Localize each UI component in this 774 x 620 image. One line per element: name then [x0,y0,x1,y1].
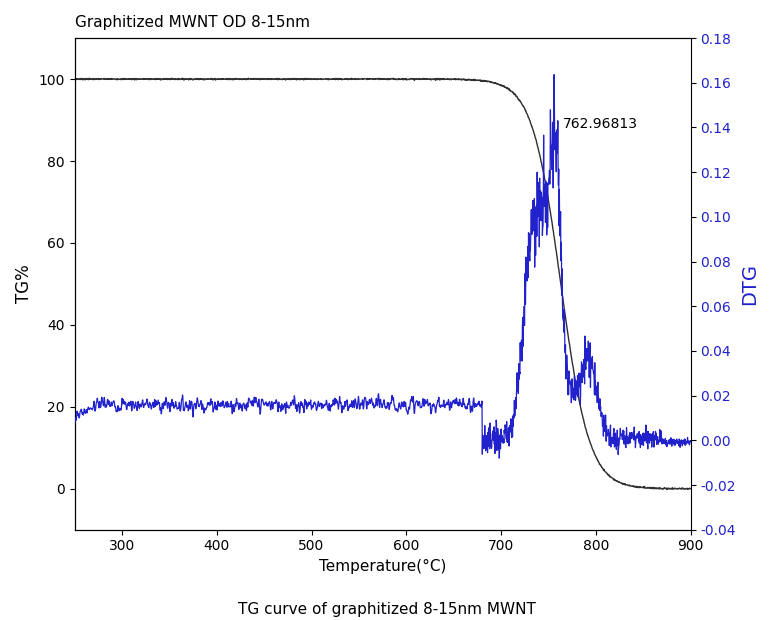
Text: Graphitized MWNT OD 8-15nm: Graphitized MWNT OD 8-15nm [74,15,310,30]
Text: TG curve of graphitized 8-15nm MWNT: TG curve of graphitized 8-15nm MWNT [238,602,536,617]
X-axis label: Temperature(°C): Temperature(°C) [319,559,447,574]
Y-axis label: TG%: TG% [15,265,33,303]
Y-axis label: DTG: DTG [740,263,759,305]
Text: 762.96813: 762.96813 [563,117,638,131]
